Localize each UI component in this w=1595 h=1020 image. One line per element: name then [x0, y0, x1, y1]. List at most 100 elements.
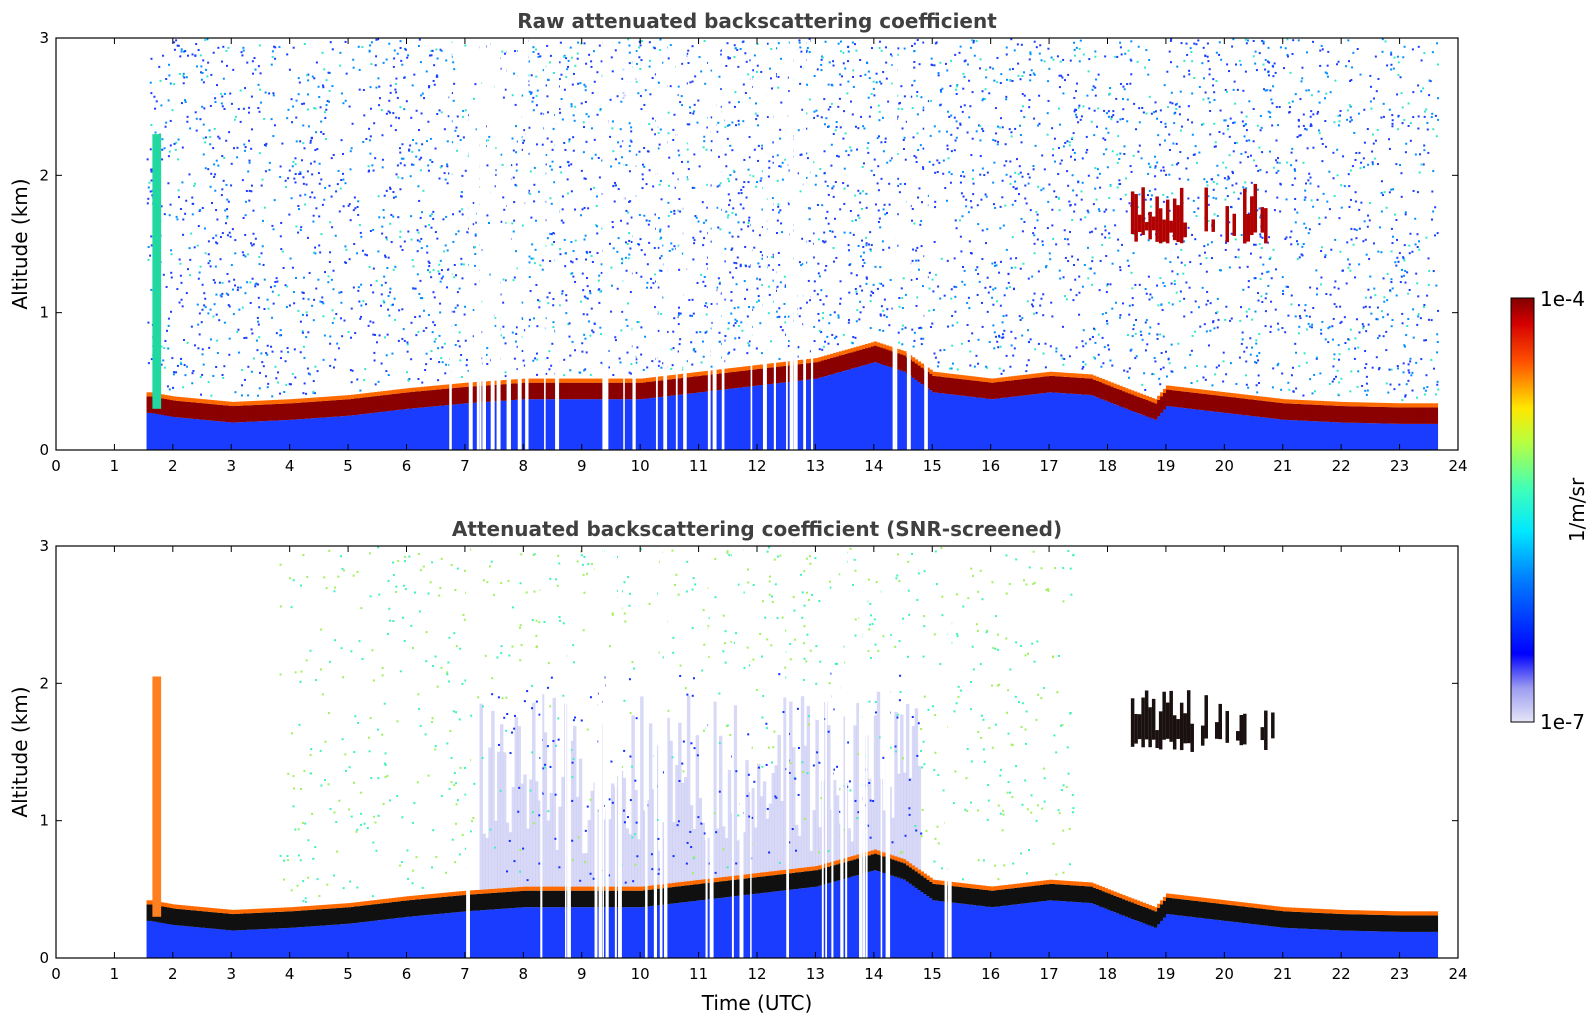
noise-point [344, 99, 347, 102]
cell-nearfield [149, 412, 153, 450]
noise-point [1436, 42, 1439, 45]
noise-point [271, 350, 274, 353]
noise-point [1308, 172, 1311, 175]
noise-point [648, 241, 651, 244]
noise-point [234, 284, 237, 287]
noise-point [954, 219, 957, 222]
noise-point [1014, 187, 1017, 190]
noise-point [230, 264, 233, 267]
noise-point [855, 320, 858, 323]
noise-point [457, 135, 460, 138]
noise-point [332, 269, 335, 272]
cell-layer [187, 401, 191, 419]
noise-point [1256, 354, 1259, 357]
noise-point [820, 69, 823, 72]
noise-point [245, 190, 248, 193]
noise-point [757, 159, 760, 162]
noise-point [667, 184, 670, 187]
noise-point [1411, 371, 1414, 374]
noise-point [1290, 374, 1293, 377]
noise-point [341, 172, 344, 175]
noise-point [1366, 128, 1369, 131]
noise-point [163, 213, 166, 216]
noise-point [1129, 82, 1132, 85]
noise-point [1240, 152, 1243, 155]
noise-point [614, 158, 617, 161]
noise-point [1109, 283, 1112, 286]
cell-layer-edge [745, 366, 749, 371]
noise-point [417, 231, 420, 234]
noise-point [1055, 350, 1058, 353]
noise-point [281, 142, 284, 145]
noise-point [878, 119, 881, 122]
cell-layer [1151, 402, 1155, 419]
noise-point [1273, 62, 1276, 65]
noise-point [1285, 198, 1288, 201]
cell-layer-edge [938, 372, 942, 377]
noise-point [832, 60, 835, 63]
noise-point [201, 348, 204, 351]
noise-point [1156, 337, 1159, 340]
noise-point [345, 72, 348, 75]
cell-layer [1049, 375, 1053, 393]
noise-point [734, 47, 737, 50]
noise-point [1415, 361, 1418, 364]
noise-point [1295, 387, 1298, 390]
noise-point [455, 126, 458, 129]
noise-point [1257, 374, 1260, 377]
noise-point [650, 286, 653, 289]
noise-point [241, 384, 244, 387]
cell-nearfield [199, 419, 203, 450]
noise-point [251, 60, 254, 63]
cell-layer [1338, 405, 1342, 423]
noise-point [1193, 42, 1196, 45]
noise-point [1426, 128, 1429, 131]
cell-layer [610, 382, 615, 400]
noise-point [397, 216, 400, 219]
noise-point [1179, 151, 1182, 154]
noise-point [747, 225, 750, 228]
noise-point [511, 137, 514, 140]
noise-point [1390, 53, 1393, 56]
noise-point [579, 82, 582, 85]
noise-point [1365, 375, 1368, 378]
cell-nearfield [832, 373, 837, 450]
noise-point [169, 119, 172, 122]
noise-point [220, 295, 223, 298]
noise-point [300, 159, 303, 162]
cell-layer-edge [1434, 403, 1439, 408]
noise-point [1049, 258, 1052, 261]
cell-layer-edge [882, 344, 887, 349]
cell-layer [862, 348, 866, 366]
cell-nearfield [1332, 422, 1336, 450]
noise-point [439, 280, 442, 283]
noise-point [824, 123, 827, 126]
noise-point [1074, 278, 1077, 281]
noise-point [431, 161, 434, 164]
noise-point [1328, 325, 1331, 328]
noise-point [257, 296, 260, 299]
noise-point [370, 41, 373, 44]
noise-point [1191, 133, 1194, 136]
noise-point [1126, 370, 1129, 373]
noise-point [161, 138, 164, 141]
cell-layer [774, 366, 778, 384]
noise-point [1157, 134, 1160, 137]
noise-point [1020, 141, 1023, 144]
noise-point [528, 276, 531, 279]
noise-point [1283, 67, 1286, 70]
noise-point [1247, 286, 1250, 289]
noise-point [927, 194, 930, 197]
cell-layer [532, 382, 536, 400]
noise-point [1124, 193, 1127, 196]
cell-layer [1057, 376, 1062, 393]
noise-point [697, 220, 700, 223]
cell-nearfield [368, 413, 372, 450]
noise-point [733, 348, 736, 351]
cell-layer [1092, 379, 1097, 397]
cell-layer [1288, 403, 1293, 421]
noise-point [950, 133, 953, 136]
noise-point [167, 99, 170, 102]
noise-point [1139, 330, 1142, 333]
noise-point [1370, 107, 1373, 110]
